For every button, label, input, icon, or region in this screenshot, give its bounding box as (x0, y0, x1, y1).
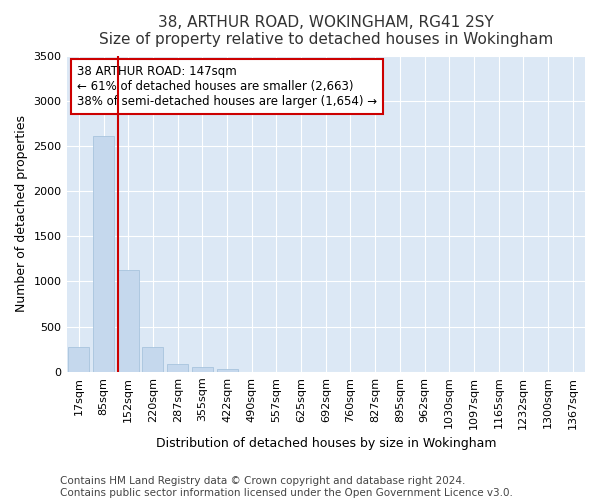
Bar (93, 136, 114, 372)
Bar (192, 368, 213, 372)
Text: Contains HM Land Registry data © Crown copyright and database right 2024.
Contai: Contains HM Land Registry data © Crown c… (60, 476, 513, 498)
X-axis label: Distribution of detached houses by size in Wokingham: Distribution of detached houses by size … (155, 437, 496, 450)
Y-axis label: Number of detached properties: Number of detached properties (15, 115, 28, 312)
Bar (167, 364, 188, 372)
Text: 38 ARTHUR ROAD: 147sqm
← 61% of detached houses are smaller (2,663)
38% of semi-: 38 ARTHUR ROAD: 147sqm ← 61% of detached… (77, 65, 377, 108)
Bar (118, 270, 139, 372)
Bar (217, 369, 238, 372)
Bar (68, 348, 89, 372)
Title: 38, ARTHUR ROAD, WOKINGHAM, RG41 2SY
Size of property relative to detached house: 38, ARTHUR ROAD, WOKINGHAM, RG41 2SY Siz… (98, 15, 553, 48)
Bar (142, 347, 163, 372)
